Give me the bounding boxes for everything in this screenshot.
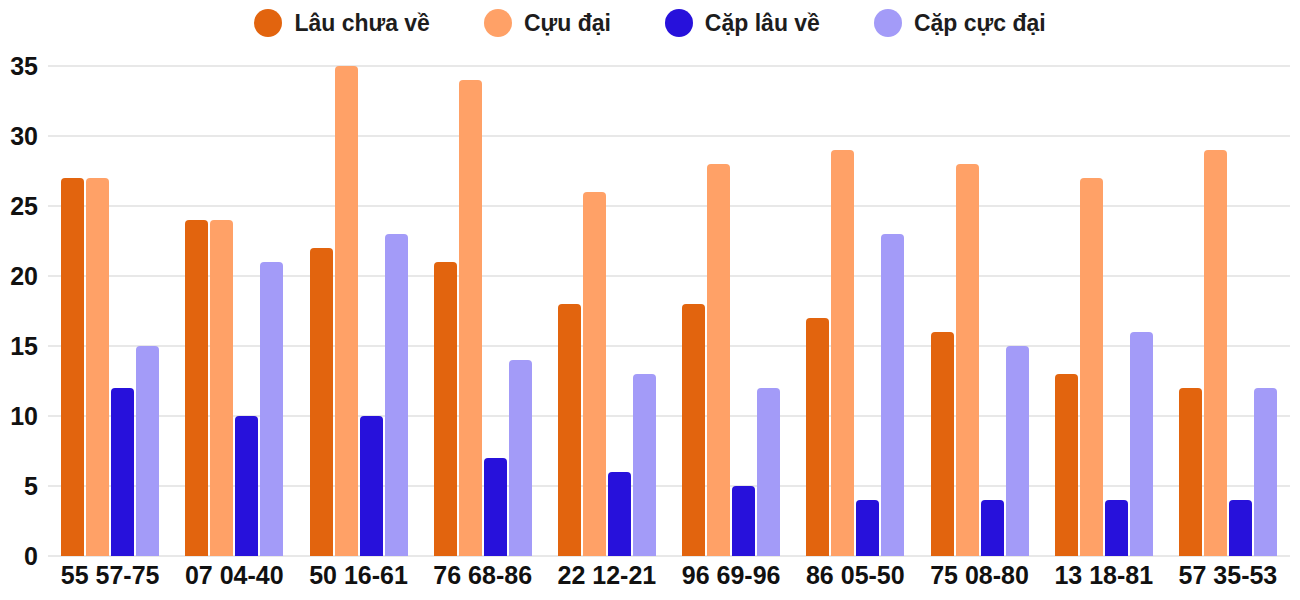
y-tick-label: 35	[0, 54, 38, 79]
bar[interactable]	[235, 416, 258, 556]
y-tick-label: 25	[0, 194, 38, 219]
bar[interactable]	[856, 500, 879, 556]
bar-group	[48, 66, 172, 556]
bar-group	[421, 66, 545, 556]
x-tick-label: 57 35-53	[1166, 560, 1290, 590]
y-axis: 05101520253035	[0, 66, 38, 556]
legend-item-cap-cuc-dai[interactable]: Cặp cực đại	[874, 9, 1046, 37]
bar-chart: Lâu chưa về Cựu đại Cặp lâu về Cặp cực đ…	[0, 0, 1300, 600]
legend-item-cap-lau-ve[interactable]: Cặp lâu về	[665, 9, 820, 37]
bar-group	[917, 66, 1041, 556]
legend-label: Cặp cực đại	[914, 10, 1046, 37]
y-tick-label: 5	[0, 474, 38, 499]
bar[interactable]	[185, 220, 208, 556]
bar[interactable]	[360, 416, 383, 556]
bar[interactable]	[956, 164, 979, 556]
bar[interactable]	[732, 486, 755, 556]
bar[interactable]	[707, 164, 730, 556]
bar-group	[669, 66, 793, 556]
bar[interactable]	[1006, 346, 1029, 556]
x-tick-label: 13 18-81	[1042, 560, 1166, 590]
bar[interactable]	[1179, 388, 1202, 556]
plot-area	[48, 66, 1290, 556]
bar[interactable]	[459, 80, 482, 556]
bar[interactable]	[1229, 500, 1252, 556]
bar-group	[1166, 66, 1290, 556]
x-tick-label: 86 05-50	[793, 560, 917, 590]
bar[interactable]	[981, 500, 1004, 556]
bar[interactable]	[583, 192, 606, 556]
bar[interactable]	[757, 388, 780, 556]
legend-swatch-icon	[874, 9, 902, 37]
bar-groups	[48, 66, 1290, 556]
bar[interactable]	[608, 472, 631, 556]
bar[interactable]	[86, 178, 109, 556]
y-tick-label: 15	[0, 334, 38, 359]
x-tick-label: 75 08-80	[917, 560, 1041, 590]
bar[interactable]	[335, 66, 358, 556]
x-axis: 55 57-7507 04-4050 16-6176 68-8622 12-21…	[48, 560, 1290, 590]
legend-swatch-icon	[665, 9, 693, 37]
x-tick-label: 96 69-96	[669, 560, 793, 590]
legend-item-lau-chua-ve[interactable]: Lâu chưa về	[254, 9, 430, 37]
bar[interactable]	[1204, 150, 1227, 556]
bar-group	[545, 66, 669, 556]
bar[interactable]	[484, 458, 507, 556]
bar[interactable]	[509, 360, 532, 556]
bar[interactable]	[260, 262, 283, 556]
chart-legend: Lâu chưa về Cựu đại Cặp lâu về Cặp cực đ…	[0, 2, 1300, 44]
bar-group	[172, 66, 296, 556]
x-tick-label: 07 04-40	[172, 560, 296, 590]
legend-swatch-icon	[484, 9, 512, 37]
bar-group	[793, 66, 917, 556]
bar[interactable]	[61, 178, 84, 556]
x-tick-label: 55 57-75	[48, 560, 172, 590]
bar[interactable]	[931, 332, 954, 556]
legend-label: Cặp lâu về	[705, 10, 820, 37]
x-tick-label: 50 16-61	[296, 560, 420, 590]
bar[interactable]	[1254, 388, 1277, 556]
bar[interactable]	[310, 248, 333, 556]
bar[interactable]	[558, 304, 581, 556]
y-tick-label: 30	[0, 124, 38, 149]
bar-group	[1042, 66, 1166, 556]
bar[interactable]	[881, 234, 904, 556]
legend-swatch-icon	[254, 9, 282, 37]
bar[interactable]	[806, 318, 829, 556]
legend-label: Lâu chưa về	[294, 10, 430, 37]
bar[interactable]	[1080, 178, 1103, 556]
bar-group	[296, 66, 420, 556]
bar[interactable]	[1130, 332, 1153, 556]
bar[interactable]	[1055, 374, 1078, 556]
bar[interactable]	[434, 262, 457, 556]
bar[interactable]	[1105, 500, 1128, 556]
bar[interactable]	[111, 388, 134, 556]
bar[interactable]	[682, 304, 705, 556]
bar[interactable]	[385, 234, 408, 556]
y-tick-label: 20	[0, 264, 38, 289]
y-tick-label: 0	[0, 544, 38, 569]
legend-item-cuu-dai[interactable]: Cựu đại	[484, 9, 611, 37]
x-tick-label: 76 68-86	[421, 560, 545, 590]
legend-label: Cựu đại	[524, 10, 611, 37]
bar[interactable]	[136, 346, 159, 556]
x-tick-label: 22 12-21	[545, 560, 669, 590]
y-tick-label: 10	[0, 404, 38, 429]
bar[interactable]	[633, 374, 656, 556]
bar[interactable]	[210, 220, 233, 556]
bar[interactable]	[831, 150, 854, 556]
